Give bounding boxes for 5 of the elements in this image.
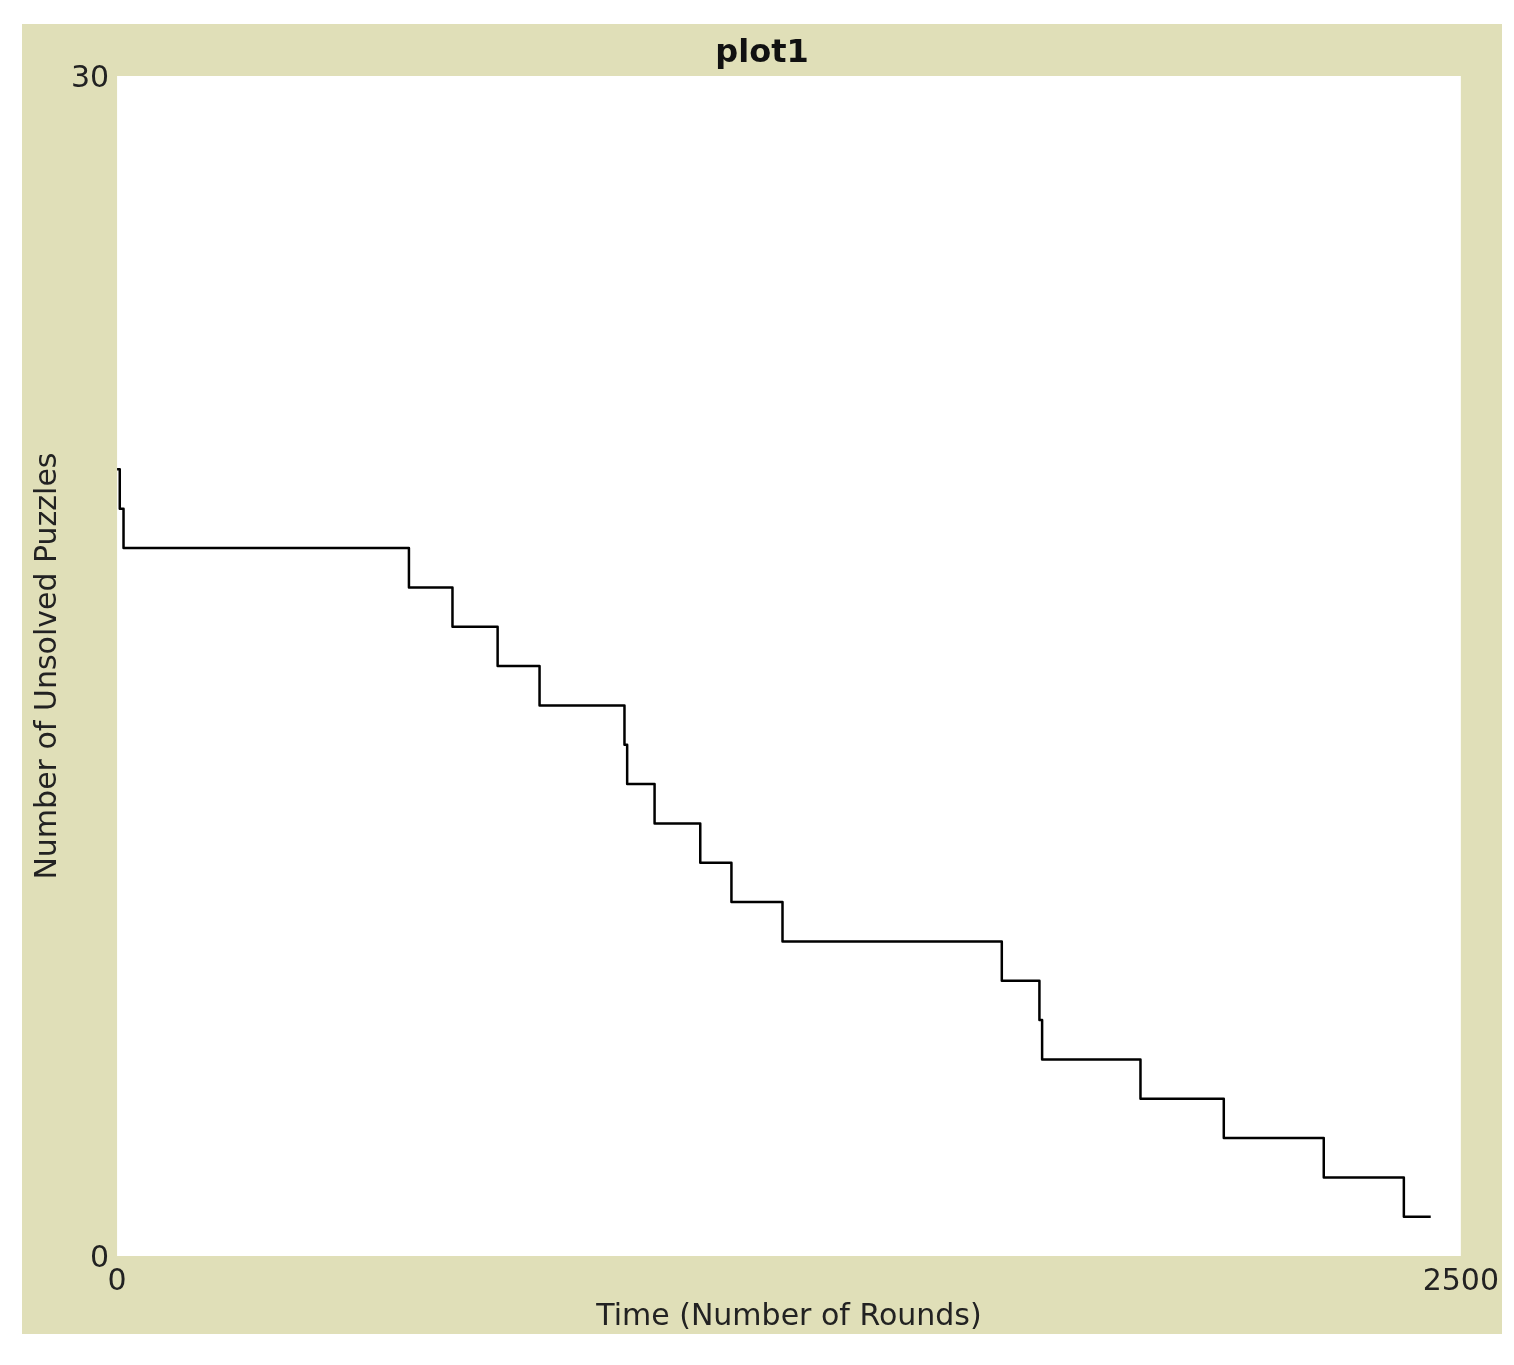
y-axis-title: Number of Unsolved Puzzles xyxy=(27,452,63,880)
x-axis-title: Time (Number of Rounds) xyxy=(595,1296,982,1332)
chart-title: plot1 xyxy=(715,32,809,70)
x-tick-label: 2500 xyxy=(1422,1261,1500,1297)
y-tick-label: 30 xyxy=(70,58,110,94)
